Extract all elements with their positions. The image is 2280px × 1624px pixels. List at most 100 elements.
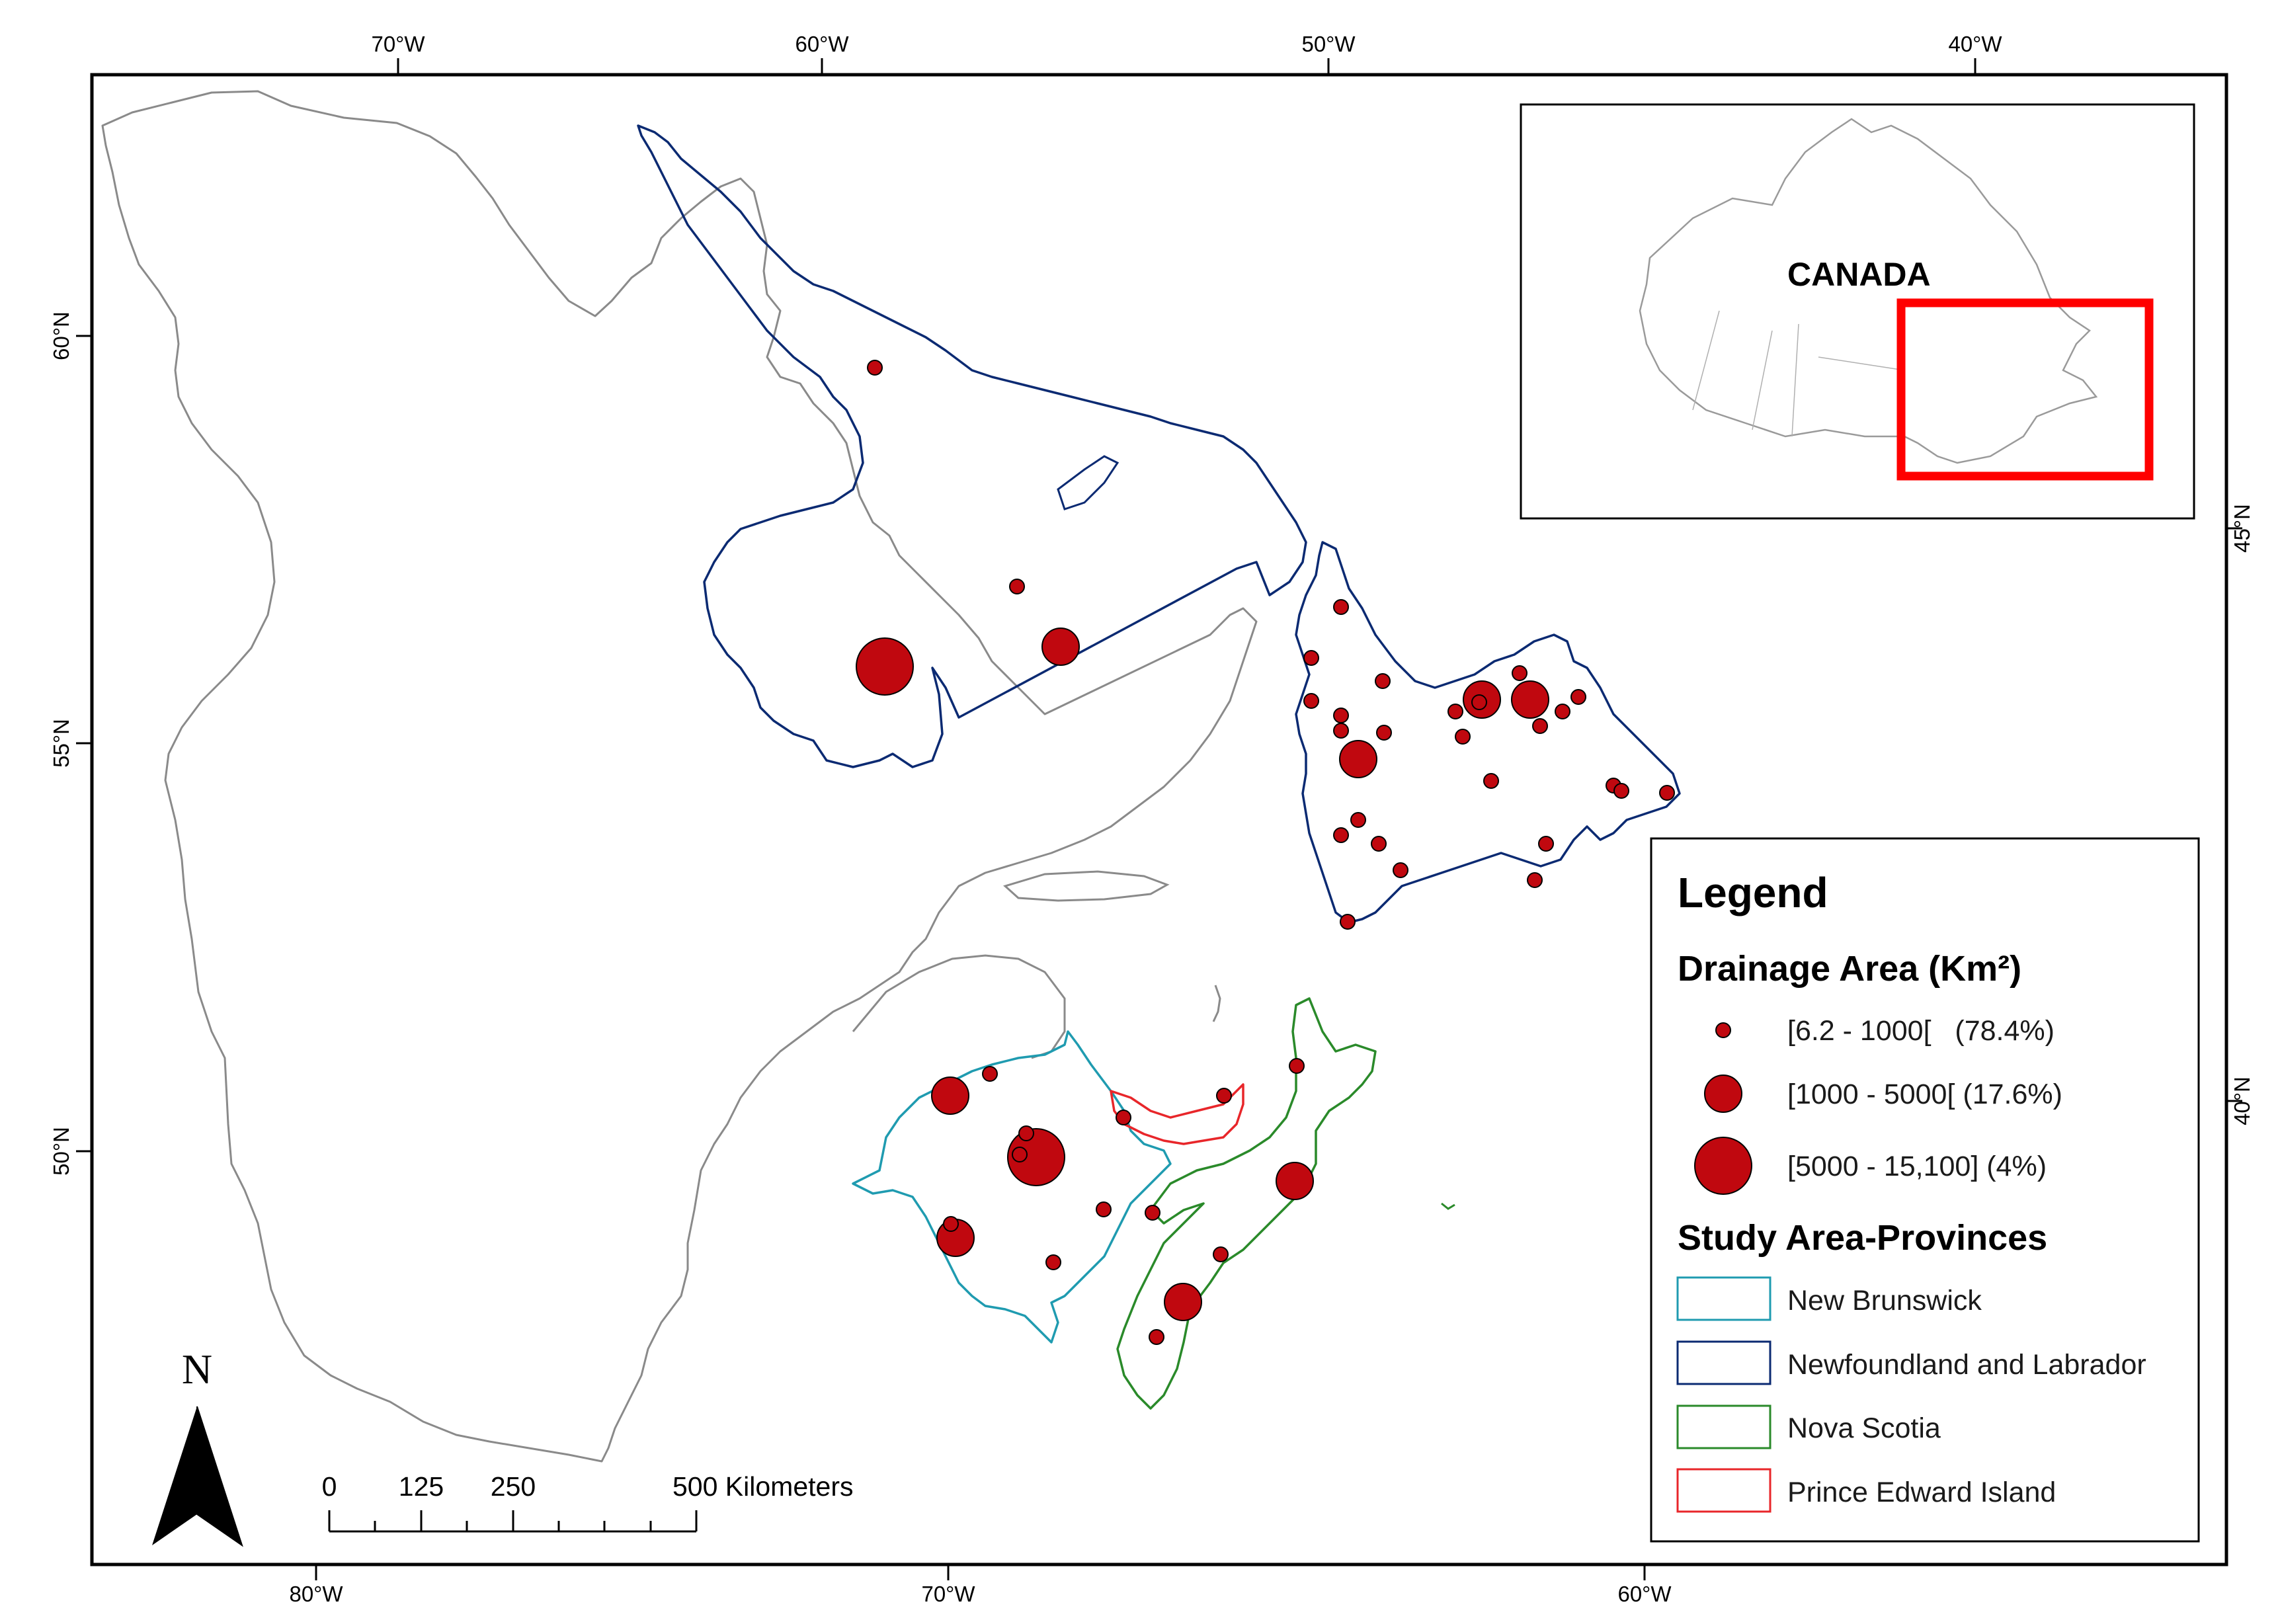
magdalen-islands xyxy=(1212,985,1221,1022)
north-arrow-left-half xyxy=(152,1406,197,1545)
labrador-outline xyxy=(637,124,1307,768)
legend-swatch-pei xyxy=(1676,1468,1771,1513)
legend-symbol-large xyxy=(1694,1137,1752,1195)
map-frame xyxy=(90,73,2228,1566)
anticosti-island xyxy=(1003,870,1170,902)
station-marker xyxy=(1339,740,1377,778)
station-marker xyxy=(1289,1058,1305,1074)
graticule-left: 60°N 55°N 50°N xyxy=(49,311,92,1176)
station-marker xyxy=(1340,914,1356,930)
lat-label-right: 40°N xyxy=(2230,1076,2254,1125)
station-marker xyxy=(1350,812,1366,828)
lat-label-left: 55°N xyxy=(49,719,73,768)
legend-province-pei: Prince Edward Island xyxy=(1787,1477,2056,1508)
station-marker xyxy=(1276,1162,1314,1200)
lon-label-top: 50°W xyxy=(1301,32,1356,56)
lon-label-top: 70°W xyxy=(371,32,425,56)
legend-symbol-small xyxy=(1715,1022,1731,1038)
legend-frame xyxy=(1650,837,2200,1543)
station-marker xyxy=(856,637,914,696)
scale-label: 125 xyxy=(399,1471,444,1502)
inset-canada-outline xyxy=(1639,118,2098,464)
station-marker xyxy=(1555,704,1570,719)
graticule-top: 70°W 60°W 50°W 40°W xyxy=(371,32,2002,75)
station-marker xyxy=(1393,862,1408,878)
station-marker xyxy=(1447,704,1463,719)
station-marker xyxy=(1333,827,1349,843)
legend-province-nova-scotia: Nova Scotia xyxy=(1787,1412,1941,1444)
lon-label-bottom: 80°W xyxy=(289,1582,343,1606)
legend-class-small: [6.2 - 1000[ (78.4%) xyxy=(1787,1015,2055,1047)
station-marker xyxy=(943,1216,959,1232)
north-label: N xyxy=(182,1346,212,1393)
station-marker xyxy=(1455,729,1471,745)
inset-frame xyxy=(1520,103,2195,520)
station-marker xyxy=(1041,628,1080,666)
north-arrow-right-half xyxy=(196,1406,243,1547)
newfoundland-island-outline xyxy=(1295,541,1681,924)
inset-provinces-lines xyxy=(1692,310,1905,437)
lon-label-bottom: 70°W xyxy=(921,1582,975,1606)
station-marker xyxy=(1018,1125,1034,1141)
legend-title: Legend xyxy=(1678,869,1828,916)
new-brunswick-outline xyxy=(852,1030,1172,1344)
station-marker xyxy=(1149,1329,1164,1345)
station-marker xyxy=(1045,1254,1061,1270)
legend-swatch-nova-scotia xyxy=(1676,1404,1771,1449)
cape-breton-fragment xyxy=(1441,1202,1455,1210)
station-marker xyxy=(1333,599,1349,615)
station-marker xyxy=(931,1076,969,1115)
station-marker xyxy=(1371,836,1387,852)
lon-label-top: 60°W xyxy=(795,32,849,56)
station-marker xyxy=(1145,1205,1160,1221)
station-marker xyxy=(1303,693,1319,709)
lon-label-bottom: 60°W xyxy=(1617,1582,1672,1606)
graticule-bottom: 80°W 70°W 60°W xyxy=(289,1564,1672,1606)
station-marker xyxy=(1613,783,1629,799)
legend: Legend Drainage Area (Km²) [6.2 - 1000[ … xyxy=(1650,837,2200,1543)
legend-symbol-medium xyxy=(1704,1075,1742,1113)
station-marker xyxy=(982,1066,998,1082)
station-marker xyxy=(1009,579,1025,594)
station-marker xyxy=(1375,673,1391,689)
station-marker xyxy=(1570,689,1586,705)
scale-label: 0 xyxy=(322,1471,337,1502)
inset-study-area-box xyxy=(1896,298,2154,481)
scale-label: 250 xyxy=(491,1471,536,1502)
station-marker xyxy=(1012,1147,1028,1162)
station-marker xyxy=(1376,725,1392,741)
scale-label: 500 Kilometers xyxy=(672,1471,853,1502)
station-marker xyxy=(1213,1246,1229,1262)
station-marker xyxy=(1333,708,1349,723)
lat-label-left: 60°N xyxy=(49,311,73,360)
station-marker xyxy=(1216,1088,1232,1104)
station-marker xyxy=(1527,872,1543,888)
station-marker xyxy=(1471,694,1487,710)
legend-swatch-newfoundland xyxy=(1676,1340,1771,1385)
station-marker xyxy=(1511,680,1549,719)
graticule-right: 45°N 40°N xyxy=(2226,504,2254,1125)
lon-label-top: 40°W xyxy=(1948,32,2002,56)
labrador-lake xyxy=(1057,455,1120,510)
station-marker xyxy=(1096,1201,1112,1217)
scale-bar: 0 125 250 500 Kilometers xyxy=(322,1471,853,1533)
lat-label-left: 50°N xyxy=(49,1127,73,1176)
legend-class-large: [5000 - 15,100] (4%) xyxy=(1787,1151,2047,1182)
legend-province-newfoundland: Newfoundland and Labrador xyxy=(1787,1349,2146,1381)
station-marker xyxy=(867,360,883,376)
legend-swatch-new-brunswick xyxy=(1676,1276,1771,1321)
inset-map: CANADA xyxy=(1520,103,2195,520)
legend-province-new-brunswick: New Brunswick xyxy=(1787,1285,1982,1317)
north-arrow: N xyxy=(152,1346,243,1547)
station-marker xyxy=(1116,1110,1131,1125)
lat-label-right: 45°N xyxy=(2230,504,2254,553)
provinces-heading: Study Area-Provinces xyxy=(1678,1218,2047,1258)
stations xyxy=(856,360,1675,1345)
station-marker xyxy=(1303,650,1319,666)
gaspe-outline xyxy=(852,954,1066,1059)
inset-country-label: CANADA xyxy=(1787,256,1931,293)
station-marker xyxy=(1007,1128,1065,1186)
station-marker xyxy=(1538,836,1554,852)
nova-scotia-outline xyxy=(1116,997,1377,1410)
